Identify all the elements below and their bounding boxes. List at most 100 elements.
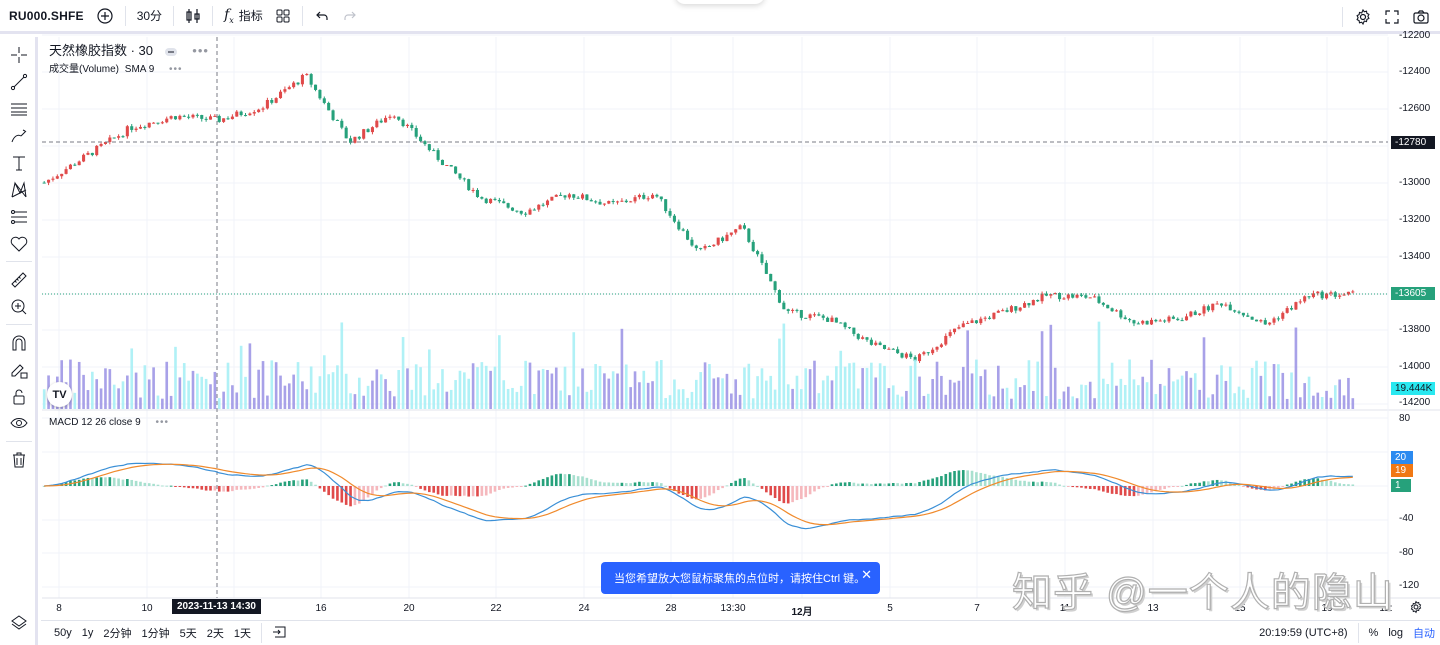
macd-label: 80	[1399, 413, 1411, 424]
toast-message: 当您希望放大您鼠标聚焦的点位时，请按住Ctrl 键。	[614, 573, 866, 585]
divider	[301, 5, 303, 26]
clock-timezone[interactable]: 20:19:59 (UTC+8)	[1259, 627, 1348, 639]
time-label: 20	[403, 603, 415, 614]
time-label: 15	[1234, 603, 1246, 614]
redo-button[interactable]	[336, 3, 364, 29]
crosshair-tool[interactable]	[0, 41, 38, 68]
indicators-button[interactable]: fx 指标	[218, 3, 269, 29]
settings-button[interactable]	[1348, 4, 1378, 30]
time-label: 5	[887, 603, 893, 614]
macd-label: -80	[1399, 547, 1414, 558]
zoom-hint-toast: 当您希望放大您鼠标聚焦的点位时，请按住Ctrl 键。 ✕	[601, 562, 880, 594]
macd-value-tag: 20	[1391, 451, 1413, 464]
lock-drawings-tool[interactable]	[0, 356, 38, 383]
camera-icon	[1413, 10, 1429, 24]
range-1y[interactable]: 1y	[81, 627, 94, 639]
macd-legend: MACD 12 26 close 9 •••	[49, 417, 169, 428]
range-1min[interactable]: 1分钟	[141, 628, 170, 640]
auto-toggle[interactable]: 自动	[1413, 628, 1435, 640]
zoom-tool[interactable]	[0, 293, 38, 320]
divider	[6, 324, 32, 325]
trendline-tool[interactable]	[0, 68, 38, 95]
axis-settings-button[interactable]	[1409, 600, 1423, 619]
price-label: -13400	[1399, 251, 1431, 262]
add-symbol-icon	[97, 7, 113, 24]
indicator-fx-icon: fx	[224, 6, 234, 25]
range-1d[interactable]: 1天	[233, 628, 251, 640]
percent-toggle[interactable]: %	[1368, 627, 1379, 639]
lock-tool[interactable]	[0, 383, 38, 410]
price-label: -12200	[1399, 30, 1431, 41]
visibility-tool[interactable]	[0, 410, 38, 437]
pattern-tool[interactable]	[0, 176, 38, 203]
screenshot-button[interactable]	[1406, 4, 1436, 30]
heart-icon	[10, 236, 28, 252]
macd-title: MACD 12 26 close 9	[49, 417, 141, 428]
crosshair-icon	[11, 46, 27, 63]
settings-icon	[1356, 8, 1370, 26]
favorites-tool[interactable]	[0, 230, 38, 257]
time-label: 19	[1321, 603, 1333, 614]
divider	[1357, 623, 1359, 643]
time-label: 11:	[1379, 603, 1393, 614]
text-tool[interactable]	[0, 149, 38, 176]
price-label: -14000	[1399, 361, 1431, 372]
more-options-button[interactable]: •••	[192, 43, 209, 58]
time-label: 8	[56, 603, 62, 614]
layout-button[interactable]	[269, 3, 297, 29]
interval-button[interactable]: 30分	[136, 9, 163, 23]
price-label: -13800	[1399, 324, 1431, 335]
tv-logo[interactable]: TV	[47, 382, 72, 407]
symbol-name[interactable]: RU000.SHFE	[9, 8, 84, 23]
macd-label: -40	[1399, 513, 1414, 524]
parallel-lines-tool[interactable]	[0, 95, 38, 122]
candle-type-icon	[186, 8, 200, 23]
log-toggle[interactable]: log	[1388, 627, 1403, 639]
time-label: 28	[665, 603, 677, 614]
indicators-label: 指标	[238, 9, 263, 23]
top-handle	[675, 0, 765, 4]
range-5d[interactable]: 5天	[179, 628, 197, 640]
lock-drawing-icon	[11, 363, 28, 378]
collapse-legend-button[interactable]	[164, 47, 177, 56]
last-price-tag: -13605	[1391, 287, 1435, 300]
eye-icon	[10, 417, 28, 428]
range-50y[interactable]: 50y	[54, 627, 72, 639]
macd-more-button[interactable]: •••	[155, 417, 170, 428]
volume-legend: 成交量(Volume) SMA 9 •••	[49, 60, 183, 75]
object-tree-button[interactable]	[0, 609, 38, 636]
crosshair-time-tag: 2023-11-13 14:30	[172, 599, 261, 614]
chart-type-button[interactable]	[179, 3, 207, 29]
range-2d[interactable]: 2天	[206, 628, 224, 640]
magnet-icon	[12, 335, 26, 350]
divider	[261, 623, 262, 643]
add-symbol-button[interactable]	[90, 3, 120, 29]
macd-label: -120	[1399, 580, 1420, 591]
price-label: -14200	[1399, 397, 1431, 408]
time-label: 13	[1147, 603, 1159, 614]
ruler-icon	[11, 271, 27, 288]
fullscreen-button[interactable]	[1378, 4, 1406, 30]
divider	[173, 5, 175, 26]
goto-date-button[interactable]	[267, 625, 293, 642]
divider	[124, 5, 126, 26]
delete-tool[interactable]	[0, 446, 38, 473]
forecast-tool[interactable]	[0, 203, 38, 230]
crosshair-price-tag: -12780	[1391, 136, 1435, 149]
time-label: 13:30	[720, 603, 746, 614]
zoom-in-icon	[11, 299, 27, 314]
undo-button[interactable]	[308, 3, 336, 29]
toast-close-button[interactable]: ✕	[861, 567, 872, 582]
brush-tool[interactable]	[0, 122, 38, 149]
tradingview-logo-icon: TV	[52, 388, 67, 401]
magnet-tool[interactable]	[0, 329, 38, 356]
range-2min[interactable]: 2分钟	[103, 628, 132, 640]
drawing-toolbar	[0, 37, 38, 645]
price-label: -12400	[1399, 66, 1431, 77]
bottom-toolbar: 50y 1y 2分钟 1分钟 5天 2天 1天 20:19:59 (UTC+8)…	[41, 620, 1440, 645]
unlock-icon	[13, 389, 25, 404]
signal-value-tag: 19	[1391, 464, 1413, 477]
measure-tool[interactable]	[0, 266, 38, 293]
volume-more-button[interactable]: •••	[169, 64, 183, 75]
